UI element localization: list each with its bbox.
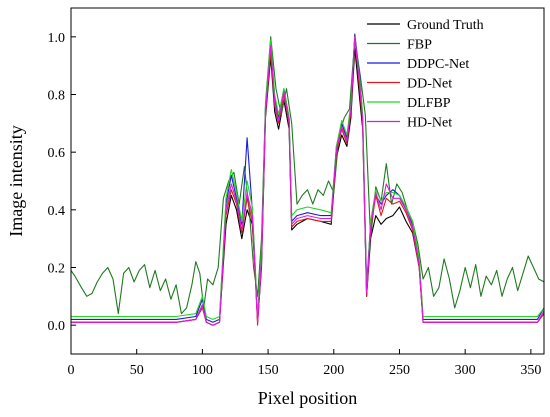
plot-frame bbox=[70, 7, 545, 355]
y-tick-label: 0.8 bbox=[48, 89, 66, 104]
legend-label-1: FBP bbox=[407, 38, 432, 53]
x-axis: 0 50 100 150 200 250 300 350 bbox=[68, 349, 541, 378]
x-tick-label: 0 bbox=[68, 363, 75, 378]
x-tick-label: 100 bbox=[192, 363, 213, 378]
x-axis-title: Pixel position bbox=[258, 388, 358, 408]
legend: Ground Truth FBP DDPC-Net DD-Net DLFBP HD-Net bbox=[367, 18, 484, 131]
x-tick-label: 300 bbox=[455, 363, 476, 378]
x-tick-label: 200 bbox=[323, 363, 344, 378]
x-tick-label: 150 bbox=[258, 363, 279, 378]
legend-label-5: HD-Net bbox=[407, 116, 452, 131]
y-tick-label: 0.4 bbox=[48, 204, 66, 219]
x-tick-label: 350 bbox=[520, 363, 541, 378]
y-tick-label: 0.0 bbox=[48, 319, 66, 334]
y-axis-title: Image intensity bbox=[6, 125, 26, 236]
series-line-1 bbox=[70, 36, 545, 315]
x-tick-label: 250 bbox=[389, 363, 410, 378]
y-tick-label: 0.2 bbox=[48, 262, 66, 277]
series-layer bbox=[70, 33, 545, 326]
legend-label-2: DDPC-Net bbox=[407, 57, 469, 72]
x-tick-label: 50 bbox=[130, 363, 144, 378]
y-tick-label: 1.0 bbox=[48, 31, 66, 46]
legend-label-0: Ground Truth bbox=[407, 18, 484, 33]
legend-label-3: DD-Net bbox=[407, 77, 452, 92]
y-tick-label: 0.6 bbox=[48, 146, 66, 161]
legend-label-4: DLFBP bbox=[407, 96, 451, 111]
series-line-5 bbox=[71, 36, 545, 326]
y-axis: 0.0 0.2 0.4 0.6 0.8 1.0 bbox=[48, 31, 76, 334]
